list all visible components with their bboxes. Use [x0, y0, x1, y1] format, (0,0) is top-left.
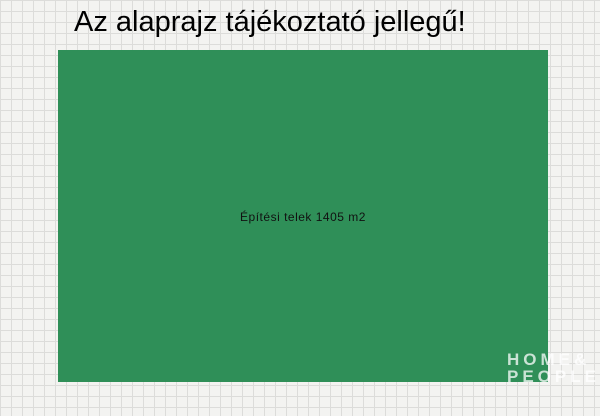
building-plot: Építési telek 1405 m2 — [58, 50, 548, 382]
watermark-line1: HOME& — [507, 350, 591, 369]
plot-label: Építési telek 1405 m2 — [240, 210, 366, 224]
watermark-line2: PEOPLE — [507, 367, 600, 386]
watermark-logo: HOME& PEOPLE — [507, 351, 600, 385]
disclaimer-title: Az alaprajz tájékoztató jellegű! — [74, 6, 466, 38]
